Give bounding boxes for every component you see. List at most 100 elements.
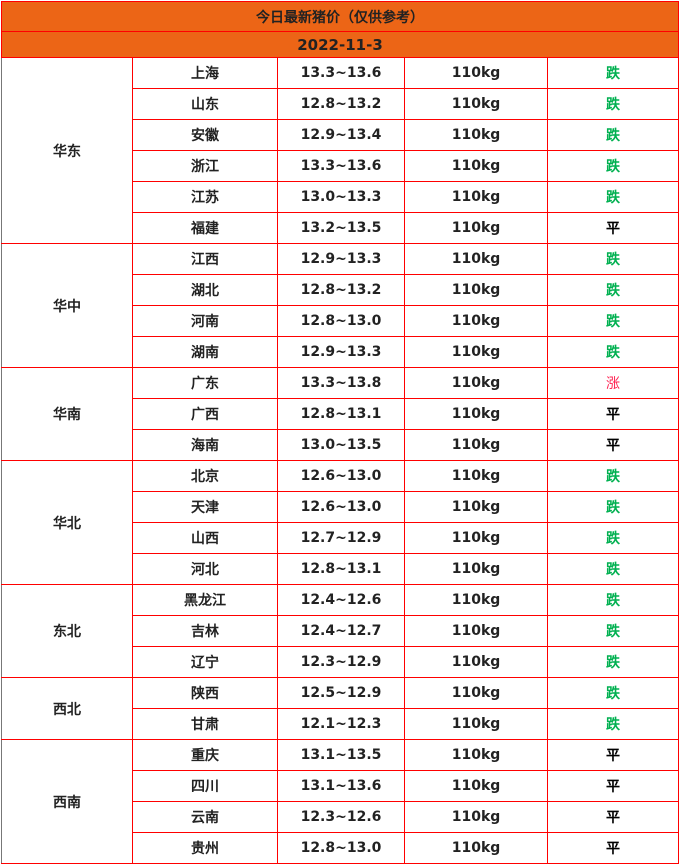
trend-cell: 涨 [546,367,679,399]
table-row: 贵州 12.8~13.0 110kg 平 [2,832,679,864]
trend-cell: 跌 [546,584,679,616]
table-row: 湖北 12.8~13.2 110kg 跌 [2,274,679,306]
price-range-cell: 12.9~13.4 [277,119,405,151]
table-row: 西北 陕西 12.5~12.9 110kg 跌 [1,677,679,740]
weight-cell: 110kg [404,243,548,275]
province-cell: 陕西 [132,677,278,709]
region-cell: 东北 [1,584,133,678]
weight-cell: 110kg [404,274,548,306]
trend-cell: 跌 [546,274,679,306]
table-row: 华中 江西 12.9~13.3 110kg 跌 [1,243,679,368]
province-cell: 海南 [132,429,278,461]
province-cell: 吉林 [132,615,278,647]
table-row: 西南 重庆 13.1~13.5 110kg 平 [1,739,679,864]
weight-cell: 110kg [404,832,548,864]
weight-cell: 110kg [404,739,548,771]
price-range-cell: 12.8~13.0 [277,832,405,864]
weight-cell: 110kg [404,181,548,213]
province-cell: 辽宁 [132,646,278,678]
price-range-cell: 12.6~13.0 [277,460,405,492]
table-row: 浙江 13.3~13.6 110kg 跌 [2,150,679,182]
price-range-cell: 13.1~13.5 [277,739,405,771]
trend-cell: 跌 [546,491,679,523]
table-row: 云南 12.3~12.6 110kg 平 [2,801,679,833]
price-range-cell: 12.9~13.3 [277,336,405,368]
trend-cell: 跌 [546,119,679,151]
weight-cell: 110kg [404,708,548,740]
weight-cell: 110kg [404,677,548,709]
weight-cell: 110kg [404,212,548,244]
weight-cell: 110kg [404,119,548,151]
province-cell: 河北 [132,553,278,585]
trend-cell: 跌 [546,305,679,337]
weight-cell: 110kg [404,398,548,430]
price-range-cell: 12.9~13.3 [277,243,405,275]
weight-cell: 110kg [404,150,548,182]
region-cell: 华中 [1,243,133,368]
weight-cell: 110kg [404,88,548,120]
price-range-cell: 12.8~13.2 [277,88,405,120]
price-range-cell: 12.8~13.1 [277,398,405,430]
weight-cell: 110kg [404,336,548,368]
trend-cell: 跌 [546,615,679,647]
table-row: 山西 12.7~12.9 110kg 跌 [2,522,679,554]
trend-cell: 平 [546,739,679,771]
price-range-cell: 13.3~13.8 [277,367,405,399]
region-cell: 华北 [1,460,133,585]
trend-cell: 跌 [546,553,679,585]
province-cell: 广西 [132,398,278,430]
province-cell: 湖南 [132,336,278,368]
table-row: 安徽 12.9~13.4 110kg 跌 [2,119,679,151]
price-range-cell: 12.6~13.0 [277,491,405,523]
trend-cell: 平 [546,770,679,802]
weight-cell: 110kg [404,367,548,399]
trend-cell: 跌 [546,88,679,120]
province-cell: 福建 [132,212,278,244]
trend-cell: 跌 [546,677,679,709]
trend-cell: 平 [546,832,679,864]
region-cell: 华南 [1,367,133,461]
province-cell: 重庆 [132,739,278,771]
province-cell: 北京 [132,460,278,492]
table-date: 2022-11-3 [0,31,679,58]
trend-cell: 跌 [546,57,679,89]
province-cell: 湖北 [132,274,278,306]
table-row: 甘肃 12.1~12.3 110kg 跌 [2,708,679,740]
trend-cell: 平 [546,429,679,461]
trend-cell: 平 [546,212,679,244]
table-row: 天津 12.6~13.0 110kg 跌 [2,491,679,523]
price-range-cell: 12.8~13.1 [277,553,405,585]
trend-cell: 跌 [546,150,679,182]
table-row: 山东 12.8~13.2 110kg 跌 [2,88,679,120]
province-cell: 贵州 [132,832,278,864]
province-cell: 云南 [132,801,278,833]
province-cell: 四川 [132,770,278,802]
price-range-cell: 12.7~12.9 [277,522,405,554]
table-row: 河北 12.8~13.1 110kg 跌 [2,553,679,585]
province-cell: 黑龙江 [132,584,278,616]
weight-cell: 110kg [404,801,548,833]
weight-cell: 110kg [404,584,548,616]
weight-cell: 110kg [404,57,548,89]
province-cell: 山东 [132,88,278,120]
weight-cell: 110kg [404,429,548,461]
trend-cell: 跌 [546,522,679,554]
price-range-cell: 13.3~13.6 [277,57,405,89]
trend-cell: 平 [546,801,679,833]
price-range-cell: 13.0~13.5 [277,429,405,461]
price-range-cell: 13.1~13.6 [277,770,405,802]
province-cell: 天津 [132,491,278,523]
trend-cell: 跌 [546,243,679,275]
price-range-cell: 12.8~13.2 [277,274,405,306]
price-range-cell: 12.1~12.3 [277,708,405,740]
table-row: 华北 北京 12.6~13.0 110kg 跌 [1,460,679,585]
trend-cell: 跌 [546,336,679,368]
table-row: 华东 上海 13.3~13.6 110kg 跌 [1,57,679,244]
weight-cell: 110kg [404,460,548,492]
region-cell: 西北 [1,677,133,740]
table-row: 湖南 12.9~13.3 110kg 跌 [2,336,679,368]
province-cell: 河南 [132,305,278,337]
province-cell: 江苏 [132,181,278,213]
trend-cell: 跌 [546,708,679,740]
